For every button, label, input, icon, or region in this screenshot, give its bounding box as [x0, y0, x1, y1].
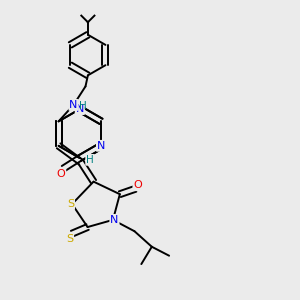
Text: O: O [57, 169, 65, 179]
Text: S: S [66, 234, 73, 244]
Text: N: N [76, 104, 84, 114]
Text: H: H [86, 155, 94, 165]
Text: N: N [110, 215, 118, 225]
Text: N: N [97, 141, 105, 151]
Text: N: N [69, 100, 78, 110]
Text: H: H [79, 101, 87, 111]
Text: S: S [67, 199, 74, 209]
Text: O: O [134, 180, 142, 190]
